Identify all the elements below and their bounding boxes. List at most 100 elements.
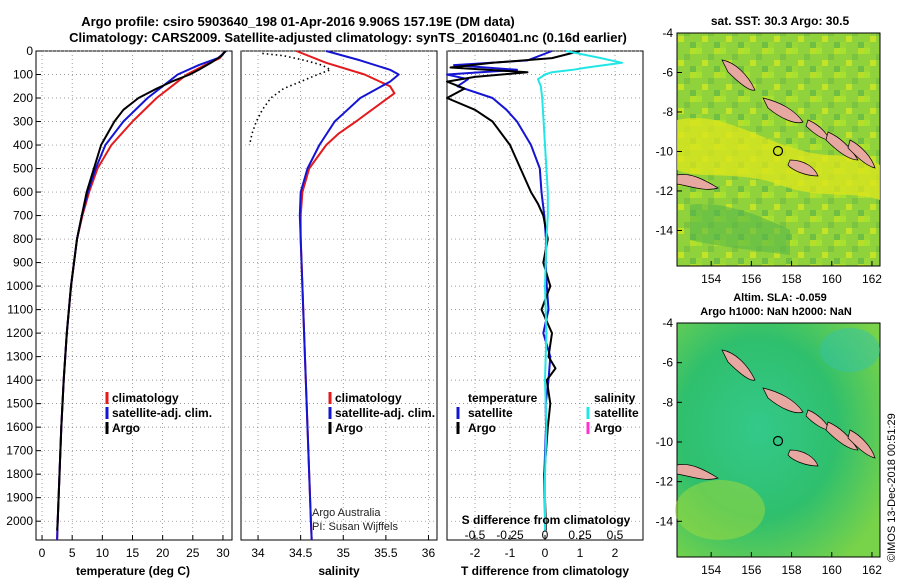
map-lat-label: -12 <box>656 475 674 489</box>
sla-high-patch <box>675 480 765 540</box>
series-satellite-adj-clim- <box>298 50 400 541</box>
imos-credit: ©IMOS 13-Dec-2018 00:51:29 <box>886 413 898 562</box>
temperature-xlabel: temperature (deg C) <box>76 564 190 578</box>
land-bougainville <box>762 97 804 124</box>
y-tick-label: 1000 <box>6 279 33 293</box>
legend-climatology-label: climatology <box>335 391 402 405</box>
map-lon-label: 156 <box>741 563 761 577</box>
secondary-tick-label: 0.25 <box>568 528 592 542</box>
legend-t-satellite-label: satellite <box>468 406 513 420</box>
land-malaita <box>847 139 876 169</box>
y-tick-label: 400 <box>13 138 33 152</box>
series-temperature-argo <box>446 50 581 531</box>
x-tick-label: 36 <box>422 546 436 560</box>
y-tick-label: 1700 <box>6 444 33 458</box>
map-lat-label: -10 <box>656 435 674 449</box>
y-tick-label: 1500 <box>6 397 33 411</box>
series-layer <box>56 50 623 541</box>
map-lat-label: -4 <box>662 316 673 330</box>
land-new-ireland <box>721 349 756 381</box>
x-tick-label: -1 <box>505 546 516 560</box>
x-tick-label: 5 <box>69 546 76 560</box>
legend-satellite-label: satellite-adj. clim. <box>112 406 212 420</box>
map-lat-label: -6 <box>662 65 673 79</box>
map-lat-label: -14 <box>656 223 674 237</box>
land-santa-isabel <box>825 131 859 161</box>
sst-land <box>676 59 876 190</box>
y-tick-label: 900 <box>13 256 33 270</box>
x-tick-label: 15 <box>126 546 140 560</box>
map-lat-label: -8 <box>662 395 673 409</box>
y-tick-label: 800 <box>13 232 33 246</box>
map-ticks: 154 156 158 160 162 -4 -6 -8 -10 -12 -14 154 156 158 1… <box>656 26 883 577</box>
y-tick-label: 1400 <box>6 373 33 387</box>
x-tick-label: 35 <box>337 546 351 560</box>
tick-layer: 0 5 10 15 20 25 300100200300400500600700800900… <box>6 44 623 560</box>
sla-map <box>675 322 881 558</box>
salinity-panel <box>240 50 438 541</box>
sla-low-patch <box>820 328 880 372</box>
sla-land <box>676 349 876 480</box>
land-bougainville <box>762 387 804 414</box>
secondary-tick-label: 0 <box>542 528 549 542</box>
salinity-legend: climatology satellite-adj. clim. Argo Ar… <box>312 391 435 533</box>
y-tick-label: 1100 <box>7 303 33 317</box>
y-tick-label: 0 <box>26 44 33 58</box>
x-tick-label: 0 <box>542 546 549 560</box>
land-malaita <box>847 429 876 459</box>
secondary-tick-label: 0.5 <box>607 528 624 542</box>
x-tick-label: 20 <box>156 546 170 560</box>
x-tick-label: 25 <box>186 546 200 560</box>
x-tick-label: 34 <box>251 546 265 560</box>
x-tick-label: 30 <box>216 546 230 560</box>
y-tick-label: 1800 <box>6 467 33 481</box>
land-new-ireland <box>721 59 756 91</box>
map-lon-label: 160 <box>822 272 842 286</box>
map-lat-label: -6 <box>662 356 673 370</box>
title-line-1: Argo profile: csiro 5903640_198 01-Apr-2… <box>81 14 515 29</box>
grid-layer <box>36 50 643 540</box>
legend-satellite-label: satellite-adj. clim. <box>335 406 435 420</box>
x-tick-label: -2 <box>470 546 481 560</box>
sst-warm-band <box>677 117 880 200</box>
map-lon-label: 158 <box>782 563 802 577</box>
title-line-2: Climatology: CARS2009. Satellite-adjuste… <box>69 30 627 45</box>
sst-cool-patch <box>690 204 790 255</box>
legend-climatology-label: climatology <box>112 391 179 405</box>
land-guadalcanal <box>787 449 819 467</box>
secondary-tick-label: -0.5 <box>465 528 486 542</box>
legend-argo-label: Argo <box>335 421 363 435</box>
y-tick-label: 1600 <box>6 420 33 434</box>
y-tick-label: 1900 <box>6 491 33 505</box>
land-santa-isabel <box>825 421 859 451</box>
x-tick-label: 35.5 <box>374 546 398 560</box>
secondary-axis-label: S difference from climatology <box>462 513 631 527</box>
sst-float-marker <box>772 145 784 157</box>
secondary-tick-label: -0.25 <box>496 528 524 542</box>
y-tick-label: 300 <box>13 115 33 129</box>
y-tick-label: 600 <box>13 185 33 199</box>
x-tick-label: 1 <box>577 546 584 560</box>
map-lat-label: -10 <box>656 144 674 158</box>
credit-pi: PI: Susan Wijffels <box>312 521 398 533</box>
legend-s-satellite-label: satellite <box>594 406 639 420</box>
map-lon-label: 160 <box>822 563 842 577</box>
legend-t-argo-label: Argo <box>468 421 496 435</box>
y-tick-label: 500 <box>13 162 33 176</box>
x-tick-label: 34.5 <box>289 546 313 560</box>
map-lon-label: 158 <box>782 272 802 286</box>
y-tick-label: 100 <box>13 68 33 82</box>
series-salinity-satellite <box>537 50 623 531</box>
y-tick-label: 2000 <box>6 514 33 528</box>
y-tick-label: 700 <box>13 209 33 223</box>
land-guadalcanal <box>787 159 819 177</box>
x-tick-label: 10 <box>96 546 110 560</box>
map-lon-label: 162 <box>862 272 882 286</box>
map-lat-label: -8 <box>662 105 673 119</box>
y-tick-label: 200 <box>13 91 33 105</box>
temperature-panel <box>35 50 233 541</box>
legend-argo-label: Argo <box>112 421 140 435</box>
map-lon-label: 162 <box>862 563 882 577</box>
credit-argo-australia: Argo Australia <box>312 507 381 519</box>
